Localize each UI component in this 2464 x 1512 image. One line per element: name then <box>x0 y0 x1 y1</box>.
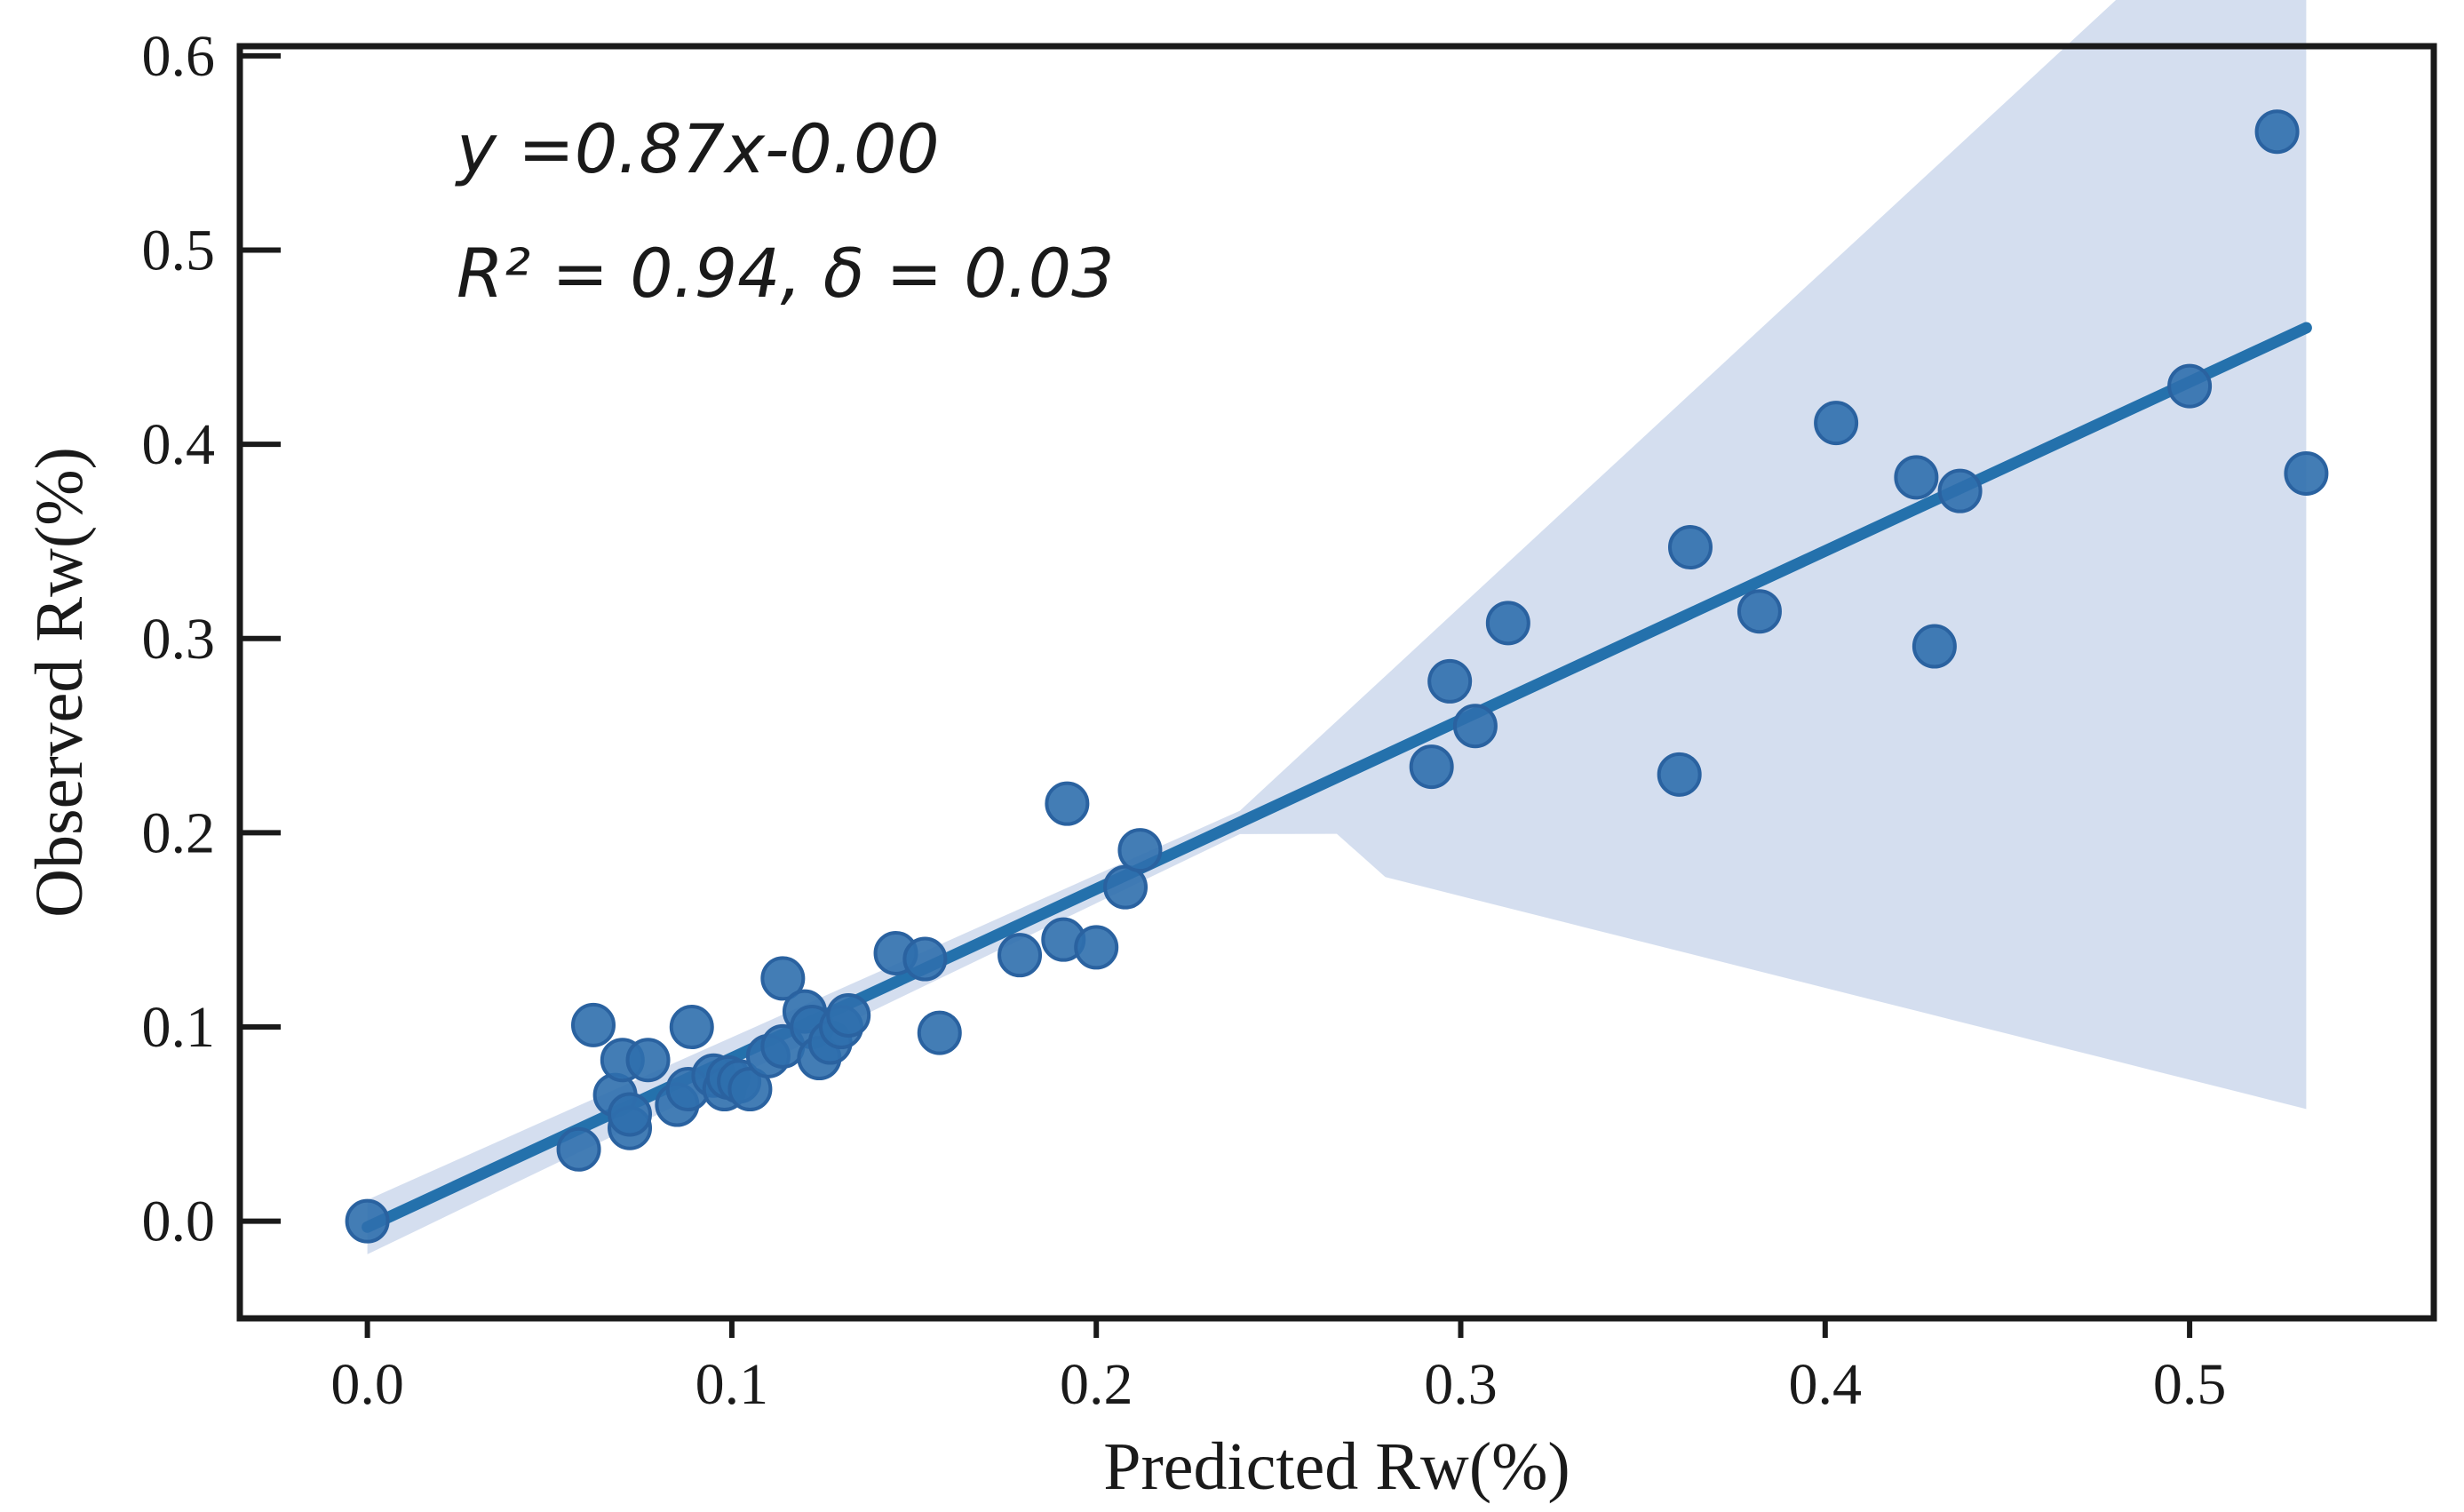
x-tick-label: 0.0 <box>330 1352 404 1417</box>
y-tick-label: 0.4 <box>142 412 216 477</box>
y-tick-label: 0.3 <box>142 607 216 672</box>
data-point <box>2167 363 2213 409</box>
x-tick-label: 0.2 <box>1060 1352 1133 1417</box>
data-point <box>608 1092 653 1137</box>
confidence-band <box>367 0 2307 1254</box>
data-point <box>1657 752 1702 797</box>
x-tick-label: 0.5 <box>2153 1352 2227 1417</box>
data-point <box>1452 704 1498 749</box>
regression-equation: y =0.87x-0.00 <box>455 109 940 188</box>
data-point <box>826 992 871 1038</box>
data-point <box>1737 589 1782 634</box>
y-tick-label: 0.1 <box>142 995 216 1060</box>
data-points-layer <box>345 109 2329 1244</box>
data-point <box>1045 781 1090 826</box>
data-point <box>2284 450 2329 496</box>
data-point <box>1894 455 1939 500</box>
x-axis-label: Predicted Rw(%) <box>1103 1429 1570 1504</box>
data-point <box>1427 658 1473 704</box>
data-point <box>902 936 948 982</box>
y-tick-label: 0.0 <box>142 1190 216 1254</box>
data-point <box>556 1126 601 1172</box>
data-point <box>2254 109 2300 155</box>
data-point <box>669 1005 714 1050</box>
x-tick-label: 0.4 <box>1789 1352 1863 1417</box>
data-point <box>345 1198 390 1244</box>
x-axis-ticks: 0.0 0.1 0.2 0.3 0.4 0.5 <box>330 1318 2226 1417</box>
data-point <box>998 933 1043 978</box>
data-point <box>1074 925 1119 970</box>
data-point <box>570 1002 616 1047</box>
data-point <box>917 1010 962 1055</box>
data-point <box>1937 468 1983 513</box>
data-point <box>1814 401 1859 446</box>
data-point <box>1103 864 1149 910</box>
x-tick-label: 0.3 <box>1424 1352 1498 1417</box>
y-tick-label: 0.5 <box>142 219 216 283</box>
confidence-band-layer <box>367 0 2307 1254</box>
data-point <box>1409 744 1454 790</box>
y-tick-label: 0.6 <box>142 24 216 89</box>
y-axis-ticks: 0.0 0.1 0.2 0.3 0.4 0.5 0.6 <box>142 24 281 1254</box>
data-point <box>1485 601 1530 646</box>
y-tick-label: 0.2 <box>142 800 216 865</box>
regression-stats: R² = 0.94, δ = 0.03 <box>457 234 1115 313</box>
data-point <box>760 956 806 1001</box>
data-point <box>625 1038 671 1083</box>
y-axis-label: Observed Rw(%) <box>22 447 97 918</box>
data-point <box>1117 828 1163 873</box>
x-tick-label: 0.1 <box>695 1352 769 1417</box>
data-point <box>1667 525 1713 570</box>
plot-frame <box>236 43 2437 1322</box>
data-point <box>1912 624 1957 669</box>
